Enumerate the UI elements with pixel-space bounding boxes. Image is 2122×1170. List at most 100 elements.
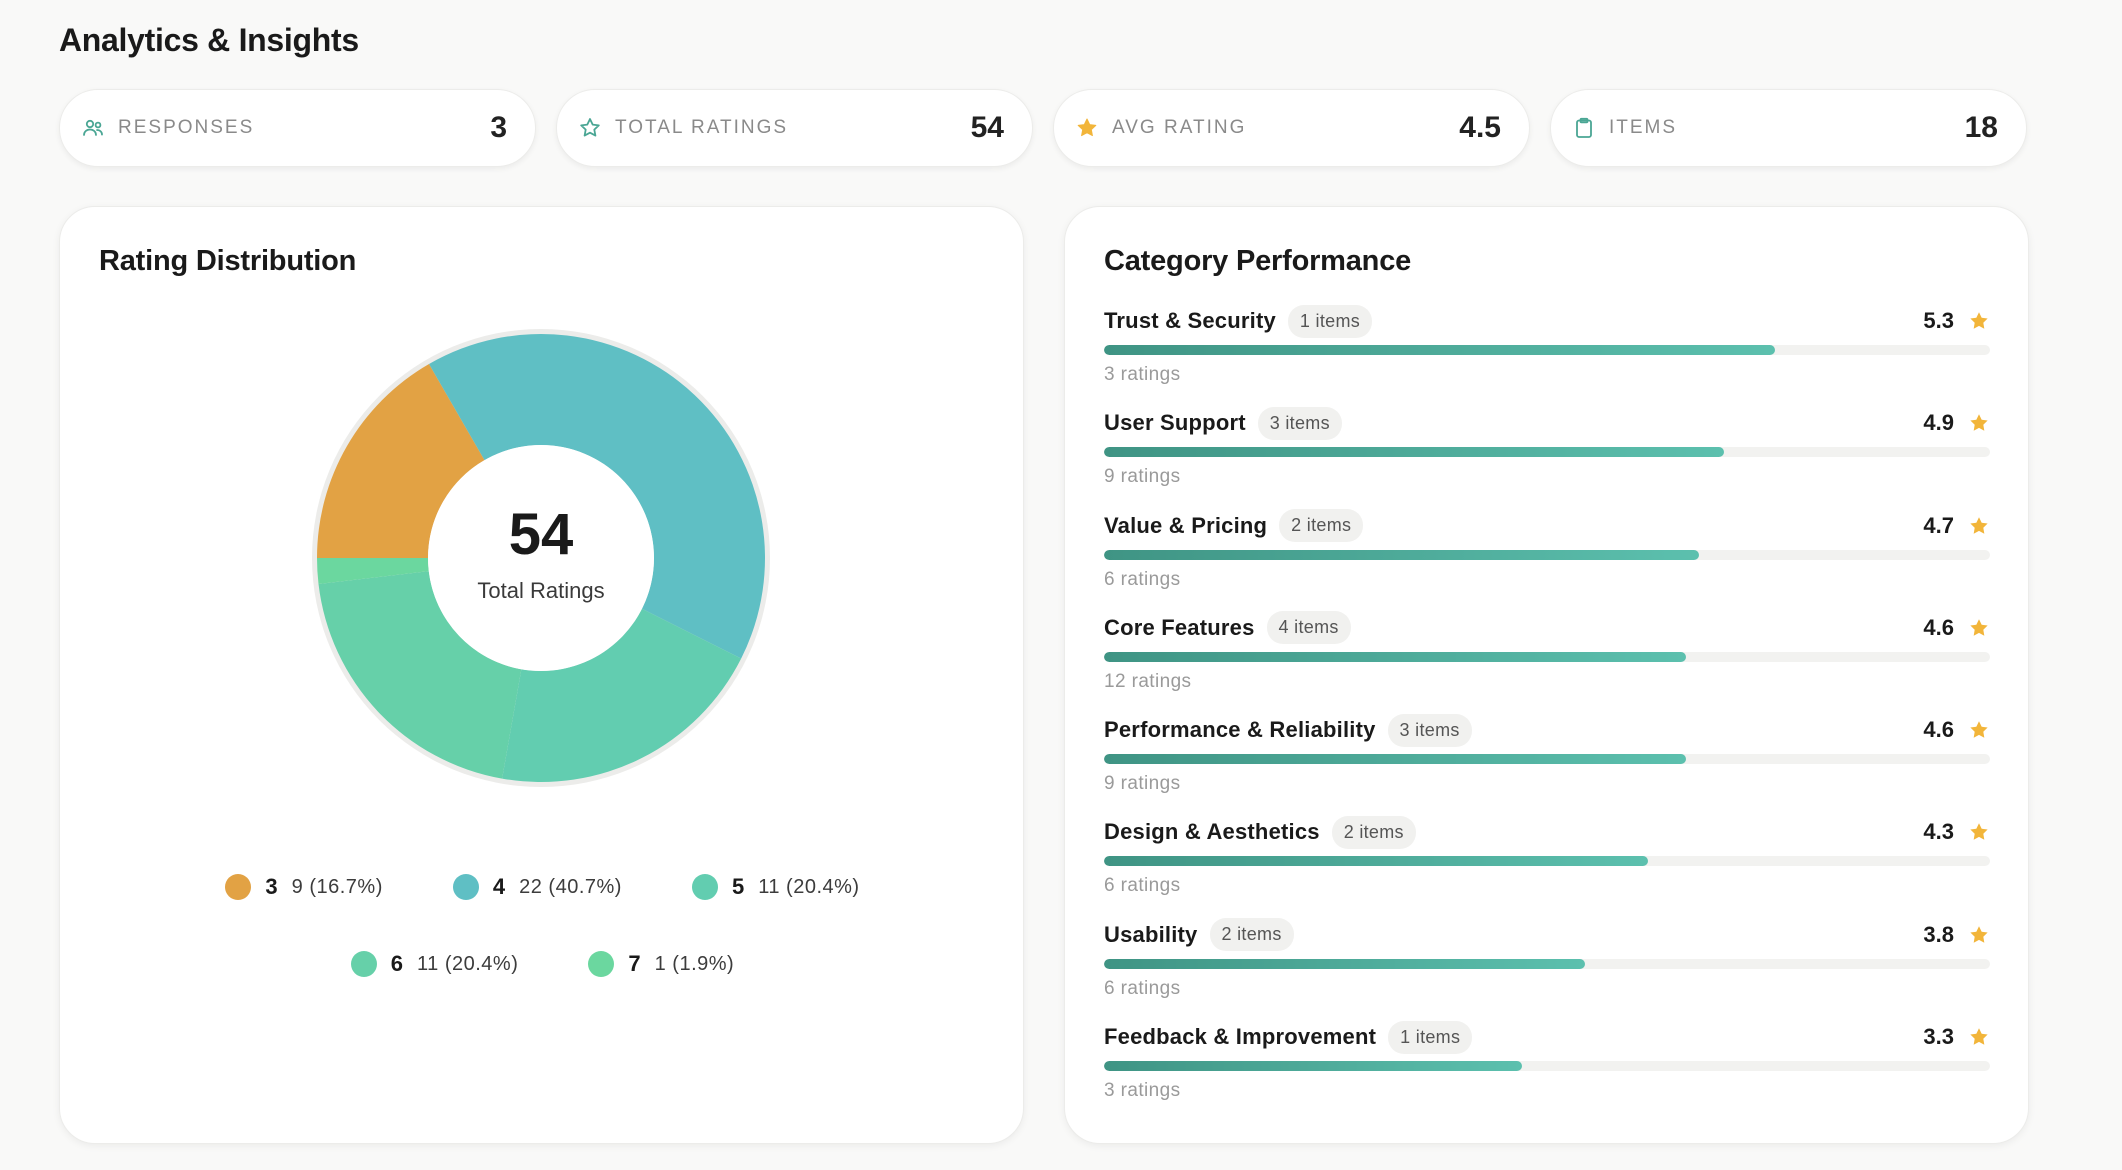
category-name: Design & Aesthetics	[1104, 819, 1320, 845]
category-score: 4.9	[1923, 410, 1954, 436]
category-items-badge: 2 items	[1331, 815, 1416, 849]
stat-card-responses: RESPONSES 3	[59, 89, 536, 167]
category-row: Usability 2 items 3.8 6 ratings	[1104, 917, 1990, 1019]
stat-value: 54	[970, 111, 1004, 144]
donut-total-value: 54	[508, 502, 574, 567]
star-outline-icon	[577, 115, 603, 141]
category-row: Value & Pricing 2 items 4.7 6 ratings	[1104, 508, 1990, 610]
category-name: User Support	[1104, 410, 1246, 436]
category-score: 3.3	[1923, 1024, 1954, 1050]
category-score-fill	[1104, 345, 1775, 355]
category-score-fill	[1104, 1061, 1522, 1072]
legend-key: 5	[731, 874, 745, 899]
category-score: 4.6	[1923, 717, 1954, 743]
stat-value: 3	[490, 111, 507, 144]
stat-label: AVG RATING	[1112, 117, 1247, 138]
category-header: Performance & Reliability 3 items 4.6	[1104, 712, 1990, 748]
category-score: 4.3	[1923, 819, 1954, 845]
donut-slice-5[interactable]	[502, 608, 742, 782]
category-score-fill	[1104, 754, 1687, 765]
star-icon	[1968, 821, 1990, 843]
legend-item: 7 1 (1.9%)	[588, 944, 734, 984]
category-items-badge: 1 items	[1388, 1020, 1473, 1054]
category-name: Value & Pricing	[1104, 512, 1268, 538]
legend-swatch	[452, 874, 479, 900]
stat-value: 4.5	[1459, 111, 1501, 144]
donut-slice-7[interactable]	[317, 558, 429, 585]
category-score-bar	[1104, 1061, 1990, 1072]
category-score-bar	[1104, 651, 1990, 662]
category-score: 3.8	[1923, 921, 1954, 947]
legend-key: 3	[265, 874, 278, 899]
category-score-bar	[1104, 447, 1990, 458]
legend-item: 3 9 (16.7%)	[225, 867, 382, 907]
category-row: Performance & Reliability 3 items 4.6 9 rat…	[1104, 712, 1990, 814]
category-row: Trust & Security 1 items 5.3 3 ratings	[1104, 303, 1990, 405]
category-name: Usability	[1104, 921, 1198, 947]
category-name: Core Features	[1104, 614, 1255, 640]
category-items-badge: 3 items	[1257, 406, 1342, 440]
star-icon	[1968, 617, 1990, 639]
category-score-fill	[1104, 651, 1687, 662]
chart-legend: 3 9 (16.7%) 4 22 (40.7%) 5 11 (20.4%) 6 …	[60, 867, 1025, 1021]
category-name: Performance & Reliability	[1104, 717, 1376, 743]
category-items-badge: 3 items	[1387, 713, 1472, 747]
stat-card-items: ITEMS 18	[1550, 89, 2027, 167]
donut-hole	[428, 445, 654, 671]
legend-swatch	[350, 951, 377, 977]
stats-row: RESPONSES 3 TOTAL RATINGS 54 AVG RATING …	[59, 89, 2029, 167]
category-performance-panel: Category Performance Trust & Security 1 i…	[1064, 206, 2029, 1144]
stat-value: 18	[1964, 111, 1998, 144]
category-score-bar	[1104, 958, 1990, 969]
category-score: 4.6	[1923, 614, 1954, 640]
category-score: 4.7	[1923, 512, 1954, 538]
star-filled-icon	[1074, 115, 1100, 141]
donut-slice-3[interactable]	[317, 364, 485, 558]
legend-item: 6 11 (20.4%)	[350, 944, 519, 984]
stat-label: ITEMS	[1609, 117, 1678, 138]
category-ratings-count: 6 ratings	[1104, 568, 1181, 590]
category-header: Trust & Security 1 items 5.3	[1104, 303, 1990, 339]
page-title: Analytics & Insights	[59, 22, 359, 58]
legend-value: 11 (20.4%)	[758, 875, 860, 898]
legend-row: 3 9 (16.7%) 4 22 (40.7%) 5 11 (20.4%)	[60, 867, 1025, 907]
legend-swatch	[691, 874, 718, 900]
category-items-badge: 4 items	[1266, 611, 1351, 645]
category-header: Design & Aesthetics 2 items 4.3	[1104, 814, 1990, 850]
stat-card-total-ratings: TOTAL RATINGS 54	[556, 89, 1033, 167]
category-ratings-count: 3 ratings	[1104, 364, 1181, 385]
category-list: Trust & Security 1 items 5.3 3 ratings User …	[1104, 303, 1990, 1121]
legend-value: 22 (40.7%)	[519, 875, 622, 898]
users-icon	[80, 115, 106, 141]
category-ratings-count: 3 ratings	[1104, 1080, 1181, 1102]
category-header: Core Features 4 items 4.6	[1104, 610, 1990, 646]
clipboard-icon	[1571, 115, 1597, 141]
category-items-badge: 2 items	[1279, 509, 1364, 543]
category-score-fill	[1104, 447, 1725, 458]
legend-swatch	[225, 874, 252, 900]
category-ratings-count: 9 ratings	[1104, 773, 1181, 795]
category-score-bar	[1104, 856, 1990, 867]
star-icon	[1968, 310, 1990, 332]
category-header: Value & Pricing 2 items 4.7	[1104, 508, 1990, 544]
star-icon	[1968, 719, 1990, 741]
category-ratings-count: 6 ratings	[1104, 977, 1181, 999]
category-score-bar	[1104, 549, 1990, 560]
donut-slice-6[interactable]	[318, 571, 522, 779]
category-row: Core Features 4 items 4.6 12 ratings	[1104, 610, 1990, 712]
star-icon	[1968, 924, 1990, 946]
category-header: Feedback & Improvement 1 items 3.3	[1104, 1019, 1990, 1055]
stat-label: RESPONSES	[118, 117, 255, 138]
star-icon	[1968, 515, 1990, 537]
category-ratings-count: 6 ratings	[1104, 875, 1181, 897]
category-score-fill	[1104, 856, 1649, 867]
category-name: Trust & Security	[1104, 308, 1276, 333]
donut-slice-4[interactable]	[429, 334, 765, 659]
donut-svg	[312, 329, 770, 787]
category-ratings-count: 12 ratings	[1104, 670, 1192, 692]
category-name: Feedback & Improvement	[1104, 1024, 1377, 1050]
donut-total-label: Total Ratings	[477, 578, 605, 603]
legend-key: 7	[628, 951, 641, 976]
stat-card-avg-rating: AVG RATING 4.5	[1053, 89, 1530, 167]
category-score-fill	[1104, 958, 1585, 969]
